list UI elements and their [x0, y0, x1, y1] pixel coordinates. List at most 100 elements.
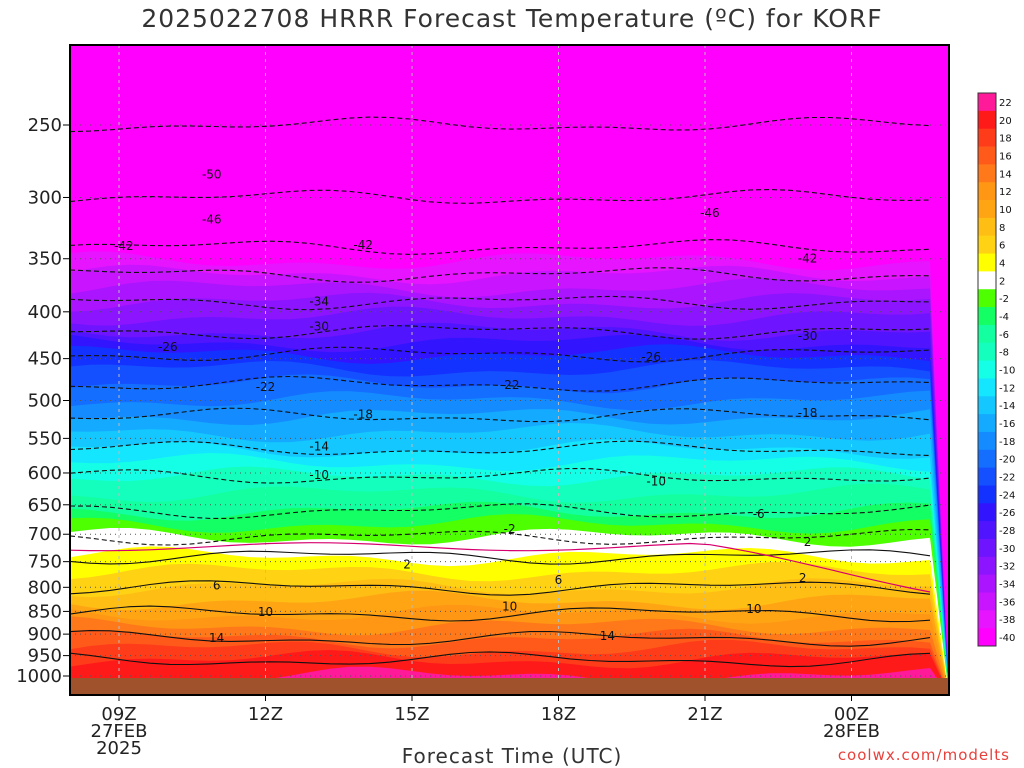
y-tick-label: 800: [28, 577, 62, 598]
colorbar-swatch: [978, 235, 996, 255]
colorbar-swatch: [978, 467, 996, 486]
colorbar-label: -32: [999, 562, 1015, 573]
plot-frame: [69, 44, 950, 696]
colorbar-swatch: [978, 521, 996, 540]
y-tick-label: 700: [28, 524, 62, 545]
contour-label: -46: [700, 206, 720, 220]
contour-line: [70, 651, 931, 668]
contour-line: [70, 630, 931, 647]
contour-label: 14: [209, 631, 224, 645]
colorbar-swatch: [978, 164, 996, 183]
y-tick-label: 600: [28, 463, 62, 484]
contour-label: -26: [641, 350, 661, 364]
freezing-line: [70, 542, 931, 593]
colorbar-swatch: [978, 146, 996, 165]
contour-label: -30: [798, 329, 818, 343]
colorbar-swatch: [978, 271, 996, 290]
colorbar-label: 2: [999, 276, 1005, 287]
contour-label: 2: [804, 535, 812, 549]
x-tick-label: 00Z: [834, 704, 869, 725]
contour-label: -30: [309, 319, 329, 333]
colorbar-label: -36: [999, 597, 1015, 608]
colorbar-label: -16: [999, 419, 1015, 430]
contour-label: 2: [799, 571, 807, 585]
colorbar-label: -14: [999, 401, 1015, 412]
colorbar-swatch: [978, 93, 996, 112]
y-tick-label: 900: [28, 624, 62, 645]
contour-label: -42: [353, 238, 373, 252]
contour-label: -10: [309, 468, 329, 482]
y-tick-label: 950: [28, 646, 62, 667]
colorbar-swatch: [978, 396, 996, 415]
contour-line: [70, 605, 931, 623]
colorbar: 22 20 18 16 14 12 10 8 6 4 2 -2 -4 -6 -8 -10 -12 -14 -16 -1…: [977, 92, 1015, 647]
contours: -50-46 -46-42 -42-42-34-30-30-26-26-22 -22-…: [70, 116, 931, 668]
colorbar-label: 4: [999, 258, 1005, 269]
contour-label: -26: [158, 340, 178, 354]
colorbar-swatch: [978, 307, 996, 326]
colorbar-swatch: [978, 431, 996, 451]
colorbar-swatch: [978, 485, 996, 504]
colorbar-label: -40: [999, 633, 1015, 644]
colorbar-label: 10: [999, 205, 1012, 216]
colorbar-label: 12: [999, 187, 1012, 198]
colorbar-swatch: [978, 556, 996, 576]
x-tick-label: 18Z: [541, 704, 576, 725]
contour-label: -2: [504, 522, 516, 536]
temperature-bands: [70, 45, 949, 695]
contour-label: 6: [213, 578, 221, 592]
colorbar-swatch: [978, 182, 996, 201]
contour-label: 10: [502, 600, 517, 614]
colorbar-label: -18: [999, 437, 1015, 448]
contour-line: [70, 549, 931, 565]
x-tick-label: 09Z: [101, 704, 136, 725]
contour-label: 6: [555, 573, 563, 587]
colorbar-swatch: [978, 342, 996, 362]
contour-label: 2: [403, 557, 411, 571]
colorbar-label: -34: [999, 580, 1015, 591]
contour-label: -22: [256, 380, 276, 394]
colorbar-swatch: [978, 110, 996, 130]
colorbar-label: 6: [999, 241, 1005, 252]
colorbar-label: -28: [999, 526, 1015, 537]
y-tick-label: 1000: [16, 666, 62, 687]
contour-label: -18: [353, 408, 373, 422]
colorbar-swatch: [978, 610, 996, 629]
colorbar-label: 16: [999, 151, 1012, 162]
colorbar-label: 20: [999, 116, 1012, 127]
credit-link[interactable]: coolwx.com/modelts: [837, 746, 1010, 764]
ground-surface: [70, 678, 949, 695]
colorbar-label: 18: [999, 134, 1012, 145]
colorbar-swatch: [978, 324, 996, 344]
y-tick-label: 750: [28, 552, 62, 573]
x-tick-label: 2025: [96, 738, 142, 759]
colorbar-swatch: [978, 360, 996, 379]
x-axis-label: Forecast Time (UTC): [401, 744, 623, 768]
colorbar-label: 14: [999, 169, 1012, 180]
y-tick-label: 450: [28, 349, 62, 370]
colorbar-swatch: [978, 538, 996, 558]
colorbar-swatch: [978, 253, 996, 272]
x-tick-label: 15Z: [394, 704, 429, 725]
colorbar-label: -26: [999, 508, 1015, 519]
colorbar-label: -24: [999, 490, 1015, 501]
x-tick-label: 12Z: [248, 704, 283, 725]
colorbar-frame: [977, 92, 997, 647]
colorbar-label: -22: [999, 473, 1015, 484]
x-tick-label: 27FEB: [91, 721, 148, 742]
colorbar-swatch: [978, 628, 996, 647]
colorbar-swatch: [978, 128, 996, 148]
colorbar-label: -8: [999, 348, 1009, 359]
x-tick-label: 28FEB: [823, 721, 880, 742]
colorbar-swatch: [978, 217, 996, 237]
contour-line: [70, 503, 931, 519]
colorbar-swatch: [978, 449, 996, 469]
contour-label: -10: [646, 474, 666, 488]
y-tick-label: 400: [28, 302, 62, 323]
contour-label: -42: [114, 239, 134, 253]
contour-label: 10: [746, 602, 761, 616]
contour-label: -46: [202, 212, 222, 226]
colorbar-label: -4: [999, 312, 1009, 323]
